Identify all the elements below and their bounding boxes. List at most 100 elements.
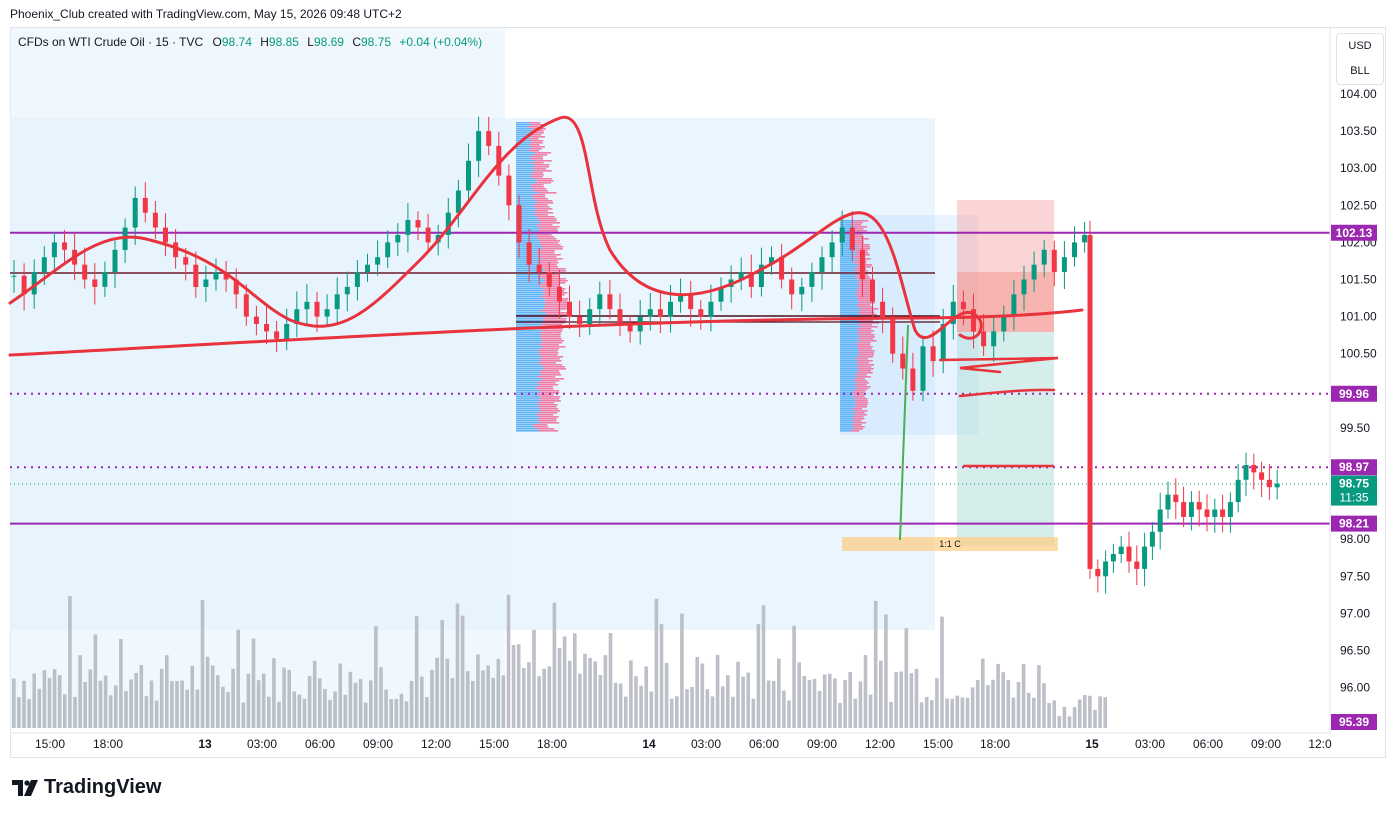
volume-bar (822, 674, 827, 728)
profile-bar (860, 314, 877, 316)
candle-body (365, 264, 370, 273)
profile-bar (840, 284, 858, 286)
candle-body (455, 190, 461, 213)
profile-bar (516, 186, 532, 188)
volume-bar (476, 654, 480, 728)
price-label: 98.97 (1339, 460, 1369, 474)
volume-bar (175, 681, 179, 728)
profile-bar (516, 374, 541, 376)
x-tick-label: 15 (1085, 737, 1099, 751)
profile-bar (516, 346, 544, 348)
candle-body (1051, 249, 1057, 273)
profile-bar (857, 332, 872, 334)
x-tick-label: 09:00 (363, 737, 393, 751)
currency-label[interactable]: USD (1348, 40, 1372, 52)
volume-bar (241, 702, 246, 728)
currency-unit-box[interactable]: USD BLL (1336, 33, 1384, 85)
candle-body (1173, 494, 1179, 503)
profile-bar (859, 280, 875, 282)
volume-bar (547, 666, 552, 728)
profile-bar (538, 228, 558, 230)
volume-bar (414, 616, 419, 728)
profile-bar (516, 130, 532, 132)
profile-bar (840, 222, 853, 224)
profile-bar (540, 358, 560, 360)
profile-bar (840, 320, 859, 322)
profile-bar (543, 318, 567, 320)
y-tick-label: 98.00 (1340, 532, 1370, 546)
volume-bar (450, 678, 455, 728)
profile-bar (854, 390, 866, 392)
profile-bar (537, 236, 555, 238)
profile-bar (516, 210, 534, 212)
profile-bar (541, 338, 562, 340)
profile-bar (856, 296, 871, 298)
profile-bar (538, 264, 557, 266)
volume-bar (1088, 695, 1092, 728)
profile-bar (840, 394, 854, 396)
profile-bar (540, 244, 561, 246)
volume-bar (562, 636, 567, 728)
candle-body (375, 257, 381, 265)
candle-body (506, 175, 512, 206)
profile-bar (543, 288, 566, 290)
profile-bar (516, 360, 542, 362)
profile-bar (840, 342, 857, 344)
volume-bar (777, 658, 781, 728)
arrow-drawing (938, 356, 1059, 374)
price-label-bg (1331, 475, 1377, 506)
profile-bar (516, 284, 540, 286)
profile-bar (840, 252, 856, 254)
profile-bar (532, 168, 547, 170)
volume-bar (42, 670, 47, 728)
profile-bar (857, 284, 872, 286)
profile-bar (853, 378, 865, 380)
profile-bar (540, 254, 561, 256)
y-tick-label: 97.00 (1340, 606, 1370, 620)
candle-body (587, 309, 593, 324)
candle-body (1196, 502, 1202, 510)
profile-bar (516, 408, 540, 410)
tradingview-logo[interactable]: TradingView (12, 776, 161, 799)
profile-bar (516, 280, 545, 282)
profile-bar (516, 290, 543, 292)
volume-bar (496, 658, 501, 728)
profile-bar (516, 372, 541, 374)
symbol-name[interactable]: CFDs on WTI Crude Oil · 15 · TVC (18, 35, 204, 49)
profile-bar (543, 278, 566, 280)
volume-bar (629, 660, 633, 728)
profile-bar (516, 414, 537, 416)
candle-body (1165, 494, 1171, 510)
volume-bar (522, 668, 526, 728)
profile-bar (859, 334, 875, 336)
volume-bar (180, 680, 184, 728)
profile-bar (840, 268, 855, 270)
profile-bar (516, 282, 544, 284)
profile-bar (533, 198, 549, 200)
profile-bar (840, 220, 856, 222)
volume-bar (88, 669, 93, 728)
volume-bar (858, 681, 863, 728)
unit-label[interactable]: BLL (1350, 65, 1370, 77)
profile-bar (860, 326, 878, 328)
volume-bar (231, 668, 235, 728)
candle-body (1021, 279, 1027, 295)
volume-bar (47, 678, 52, 728)
price-label-countdown: 11:35 (1339, 491, 1368, 505)
candle-body (758, 264, 764, 287)
profile-bar (840, 378, 854, 380)
y-tick-label: 99.50 (1340, 421, 1370, 435)
volume-bar (593, 661, 597, 728)
volume-bar (787, 700, 791, 728)
candle-body (284, 324, 290, 339)
volume-bar (129, 679, 133, 728)
profile-bar (840, 236, 854, 238)
volume-bar (924, 696, 929, 728)
profile-bar (840, 398, 856, 400)
volume-bar (792, 625, 796, 728)
profile-bar (856, 386, 871, 388)
volume-bar (511, 645, 516, 728)
profile-bar (537, 382, 556, 384)
candle-body (385, 242, 391, 258)
